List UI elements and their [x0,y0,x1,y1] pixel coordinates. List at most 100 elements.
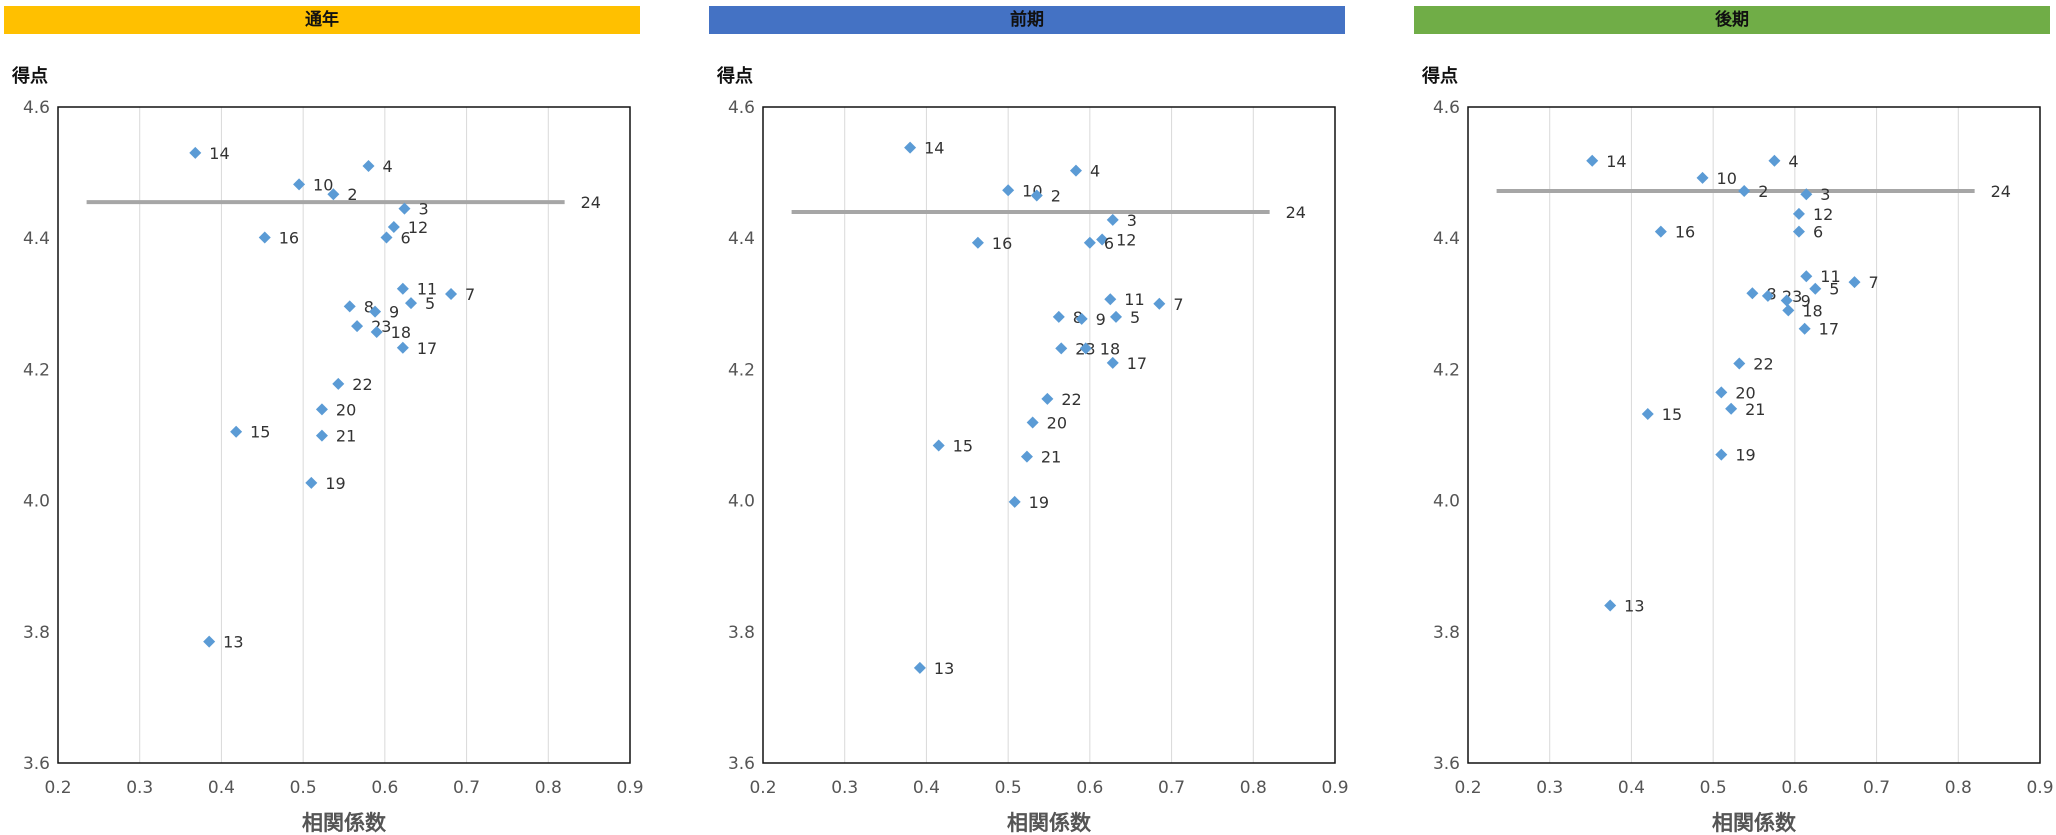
data-label-20: 20 [1735,383,1755,402]
data-label-11: 11 [417,280,437,299]
data-label-22: 22 [1753,354,1773,373]
data-label-20: 20 [1047,414,1067,433]
data-label-3: 3 [1127,211,1137,230]
chart-title: 前期 [709,6,1345,34]
data-label-9: 9 [1801,292,1811,311]
data-point-17 [1798,322,1811,335]
y-tick-label: 3.8 [23,623,50,643]
data-point-14 [904,141,917,154]
data-label-20: 20 [336,400,356,419]
data-point-6 [1792,225,1805,238]
data-point-15 [1641,408,1654,421]
data-label-19: 19 [1735,446,1755,465]
data-point-11 [1104,293,1117,306]
data-point-10 [293,178,306,191]
data-label-19: 19 [325,474,345,493]
y-tick-label: 3.8 [728,623,755,643]
x-tick-label: 0.8 [1945,778,1972,798]
data-point-18 [370,326,383,339]
data-point-7 [1153,297,1166,310]
y-tick-label: 3.6 [728,754,755,774]
x-axis-label: 相関係数 [302,811,387,835]
data-point-11 [1800,270,1813,283]
y-axis-label: 得点 [1421,65,1458,87]
data-label-2: 2 [1758,182,1768,201]
data-point-20 [1026,416,1039,429]
data-label-9: 9 [1096,310,1106,329]
data-point-23 [1761,289,1774,302]
data-label-17: 17 [1819,320,1839,339]
reference-line-label: 24 [1991,182,2011,201]
data-point-10 [1696,171,1709,184]
x-tick-label: 0.2 [1454,778,1481,798]
data-point-22 [1041,392,1054,405]
data-label-2: 2 [1051,187,1061,206]
data-label-7: 7 [465,285,475,304]
data-point-14 [189,146,202,159]
x-tick-label: 0.6 [1781,778,1808,798]
x-tick-label: 0.7 [1158,778,1185,798]
x-tick-label: 0.9 [1321,778,1348,798]
x-tick-label: 0.6 [1076,778,1103,798]
data-point-13 [913,661,926,674]
data-point-21 [315,429,328,442]
data-label-12: 12 [1813,205,1833,224]
plot-frame [762,106,1336,764]
y-tick-label: 4.2 [23,360,50,380]
data-label-18: 18 [1802,301,1822,320]
data-point-15 [230,425,243,438]
data-label-9: 9 [389,303,399,322]
data-label-21: 21 [1041,448,1061,467]
x-tick-label: 0.3 [1536,778,1563,798]
x-tick-label: 0.9 [616,778,643,798]
data-label-10: 10 [1717,169,1737,188]
data-label-18: 18 [391,323,411,342]
x-tick-label: 0.4 [1618,778,1645,798]
data-point-4 [1768,154,1781,167]
data-point-9 [1075,312,1088,325]
x-tick-label: 0.2 [44,778,71,798]
data-point-23 [1055,342,1068,355]
chart-panel-first-half: 前期 0.2 0.3 0.4 0.5 0.6 0.7 0.8 0.9 3.6 3.8 4.0 4.2 4… [705,0,1365,835]
x-tick-label: 0.5 [995,778,1022,798]
data-point-22 [1733,357,1746,370]
y-tick-label: 3.6 [1433,754,1460,774]
data-label-4: 4 [383,157,393,176]
y-tick-label: 4.4 [728,229,755,249]
data-point-21 [1020,450,1033,463]
y-axis-label: 得点 [11,65,48,87]
chart-title: 後期 [1414,6,2050,34]
data-label-7: 7 [1173,295,1183,314]
plot-frame [1467,106,2041,764]
data-point-16 [258,231,271,244]
data-label-15: 15 [953,436,973,455]
data-point-3 [1800,188,1813,201]
data-point-3 [1106,213,1119,226]
y-tick-label: 4.0 [1433,492,1460,512]
data-point-5 [1809,282,1822,295]
x-axis-label: 相関係数 [1712,811,1797,835]
data-point-18 [1079,342,1092,355]
data-label-6: 6 [1104,234,1114,253]
x-tick-label: 0.7 [453,778,480,798]
y-tick-label: 4.4 [23,229,50,249]
data-point-10 [1002,184,1015,197]
data-point-5 [405,297,418,310]
y-tick-label: 4.4 [1433,229,1460,249]
data-point-5 [1110,310,1123,323]
data-point-2 [1738,184,1751,197]
data-label-21: 21 [1745,400,1765,419]
data-label-4: 4 [1788,152,1798,171]
data-label-13: 13 [934,659,954,678]
data-label-10: 10 [313,175,333,194]
data-label-19: 19 [1029,493,1049,512]
y-tick-label: 4.0 [728,492,755,512]
y-tick-label: 3.8 [1433,623,1460,643]
x-tick-label: 0.3 [831,778,858,798]
x-tick-label: 0.2 [749,778,776,798]
data-point-13 [203,635,216,648]
data-point-18 [1782,304,1795,317]
data-label-5: 5 [1829,280,1839,299]
scatter-plot: 0.2 0.3 0.4 0.5 0.6 0.7 0.8 0.9 3.6 3.8 4.0 4.2 4.4 4… [716,65,1349,835]
y-axis-label: 得点 [716,65,753,87]
